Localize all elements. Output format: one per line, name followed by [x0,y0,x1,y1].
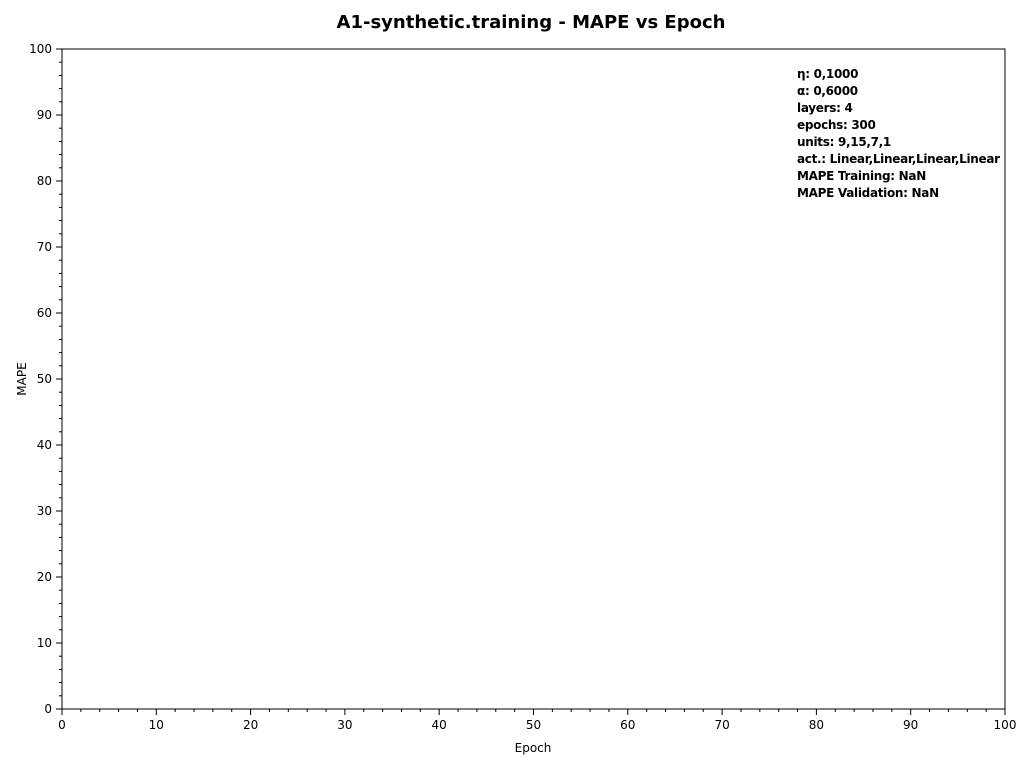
y-tick-label: 50 [37,372,52,386]
x-tick-label: 10 [149,718,164,732]
info-line-alpha: α: 0,6000 [797,84,858,98]
x-tick-label: 90 [903,718,918,732]
info-line-units: units: 9,15,7,1 [797,135,891,149]
info-line-mape-validation: MAPE Validation: NaN [797,186,939,200]
x-tick-label: 60 [620,718,635,732]
info-line-mape-training: MAPE Training: NaN [797,169,926,183]
y-tick-label: 40 [37,438,52,452]
info-line-activations: act.: Linear,Linear,Linear,Linear [797,152,1000,166]
y-tick-label: 20 [37,570,52,584]
info-line-layers: layers: 4 [797,101,853,115]
info-line-epochs: epochs: 300 [797,118,876,132]
info-annotation: η: 0,1000 α: 0,6000 layers: 4 epochs: 30… [797,67,1000,200]
y-tick-label: 90 [37,108,52,122]
y-axis-ticks: 0 10 20 30 40 50 60 70 80 90 100 [29,42,62,716]
y-tick-label: 70 [37,240,52,254]
y-tick-label: 80 [37,174,52,188]
y-tick-label: 60 [37,306,52,320]
y-tick-label: 0 [44,702,52,716]
chart-title: A1-synthetic.training - MAPE vs Epoch [337,12,726,33]
x-tick-label: 20 [243,718,258,732]
x-tick-label: 50 [526,718,541,732]
x-tick-label: 30 [337,718,352,732]
y-tick-label: 30 [37,504,52,518]
y-tick-label: 10 [37,636,52,650]
x-tick-label: 40 [432,718,447,732]
info-line-eta: η: 0,1000 [797,67,858,81]
y-axis-label: MAPE [15,362,29,395]
x-axis-label: Epoch [515,741,552,755]
x-axis-ticks: 0 10 20 30 40 50 60 70 80 90 100 [58,709,1016,732]
x-tick-label: 80 [809,718,824,732]
y-tick-label: 100 [29,42,52,56]
x-tick-label: 100 [994,718,1017,732]
x-tick-label: 0 [58,718,66,732]
x-tick-label: 70 [714,718,729,732]
